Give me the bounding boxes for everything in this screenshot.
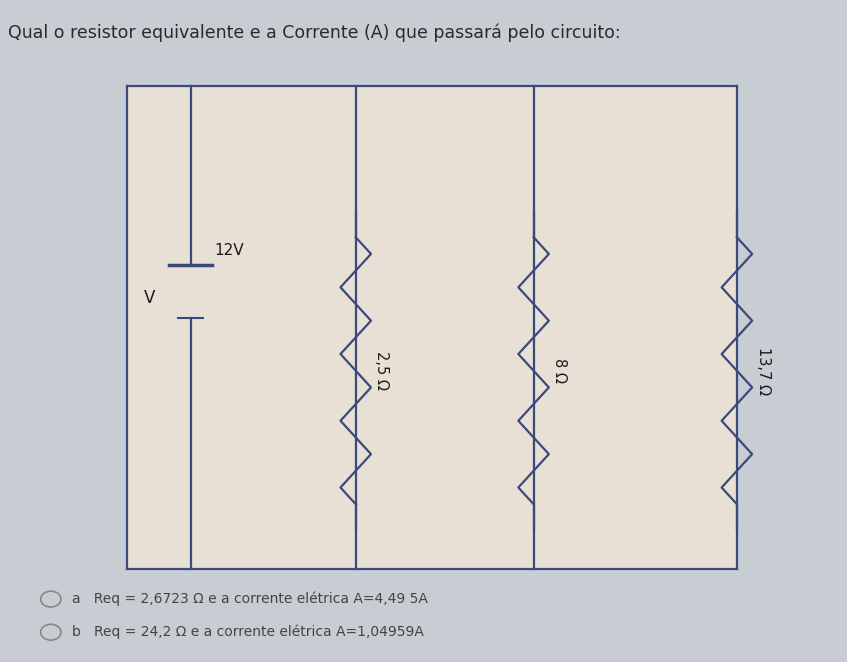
Text: a   Req = 2,6723 Ω e a corrente elétrica A=4,49 5A: a Req = 2,6723 Ω e a corrente elétrica A… [72,592,428,606]
Text: 12V: 12V [214,243,244,258]
Text: 2,5 Ω: 2,5 Ω [374,352,390,390]
Text: 8 Ω: 8 Ω [552,358,567,383]
Bar [127,86,737,569]
Text: b   Req = 24,2 Ω e a corrente elétrica A=1,04959A: b Req = 24,2 Ω e a corrente elétrica A=1… [72,625,424,639]
Text: 13,7 Ω: 13,7 Ω [756,347,771,395]
Text: Qual o resistor equivalente e a Corrente (A) que passará pelo circuito:: Qual o resistor equivalente e a Corrente… [8,23,621,42]
Text: V: V [144,289,155,307]
